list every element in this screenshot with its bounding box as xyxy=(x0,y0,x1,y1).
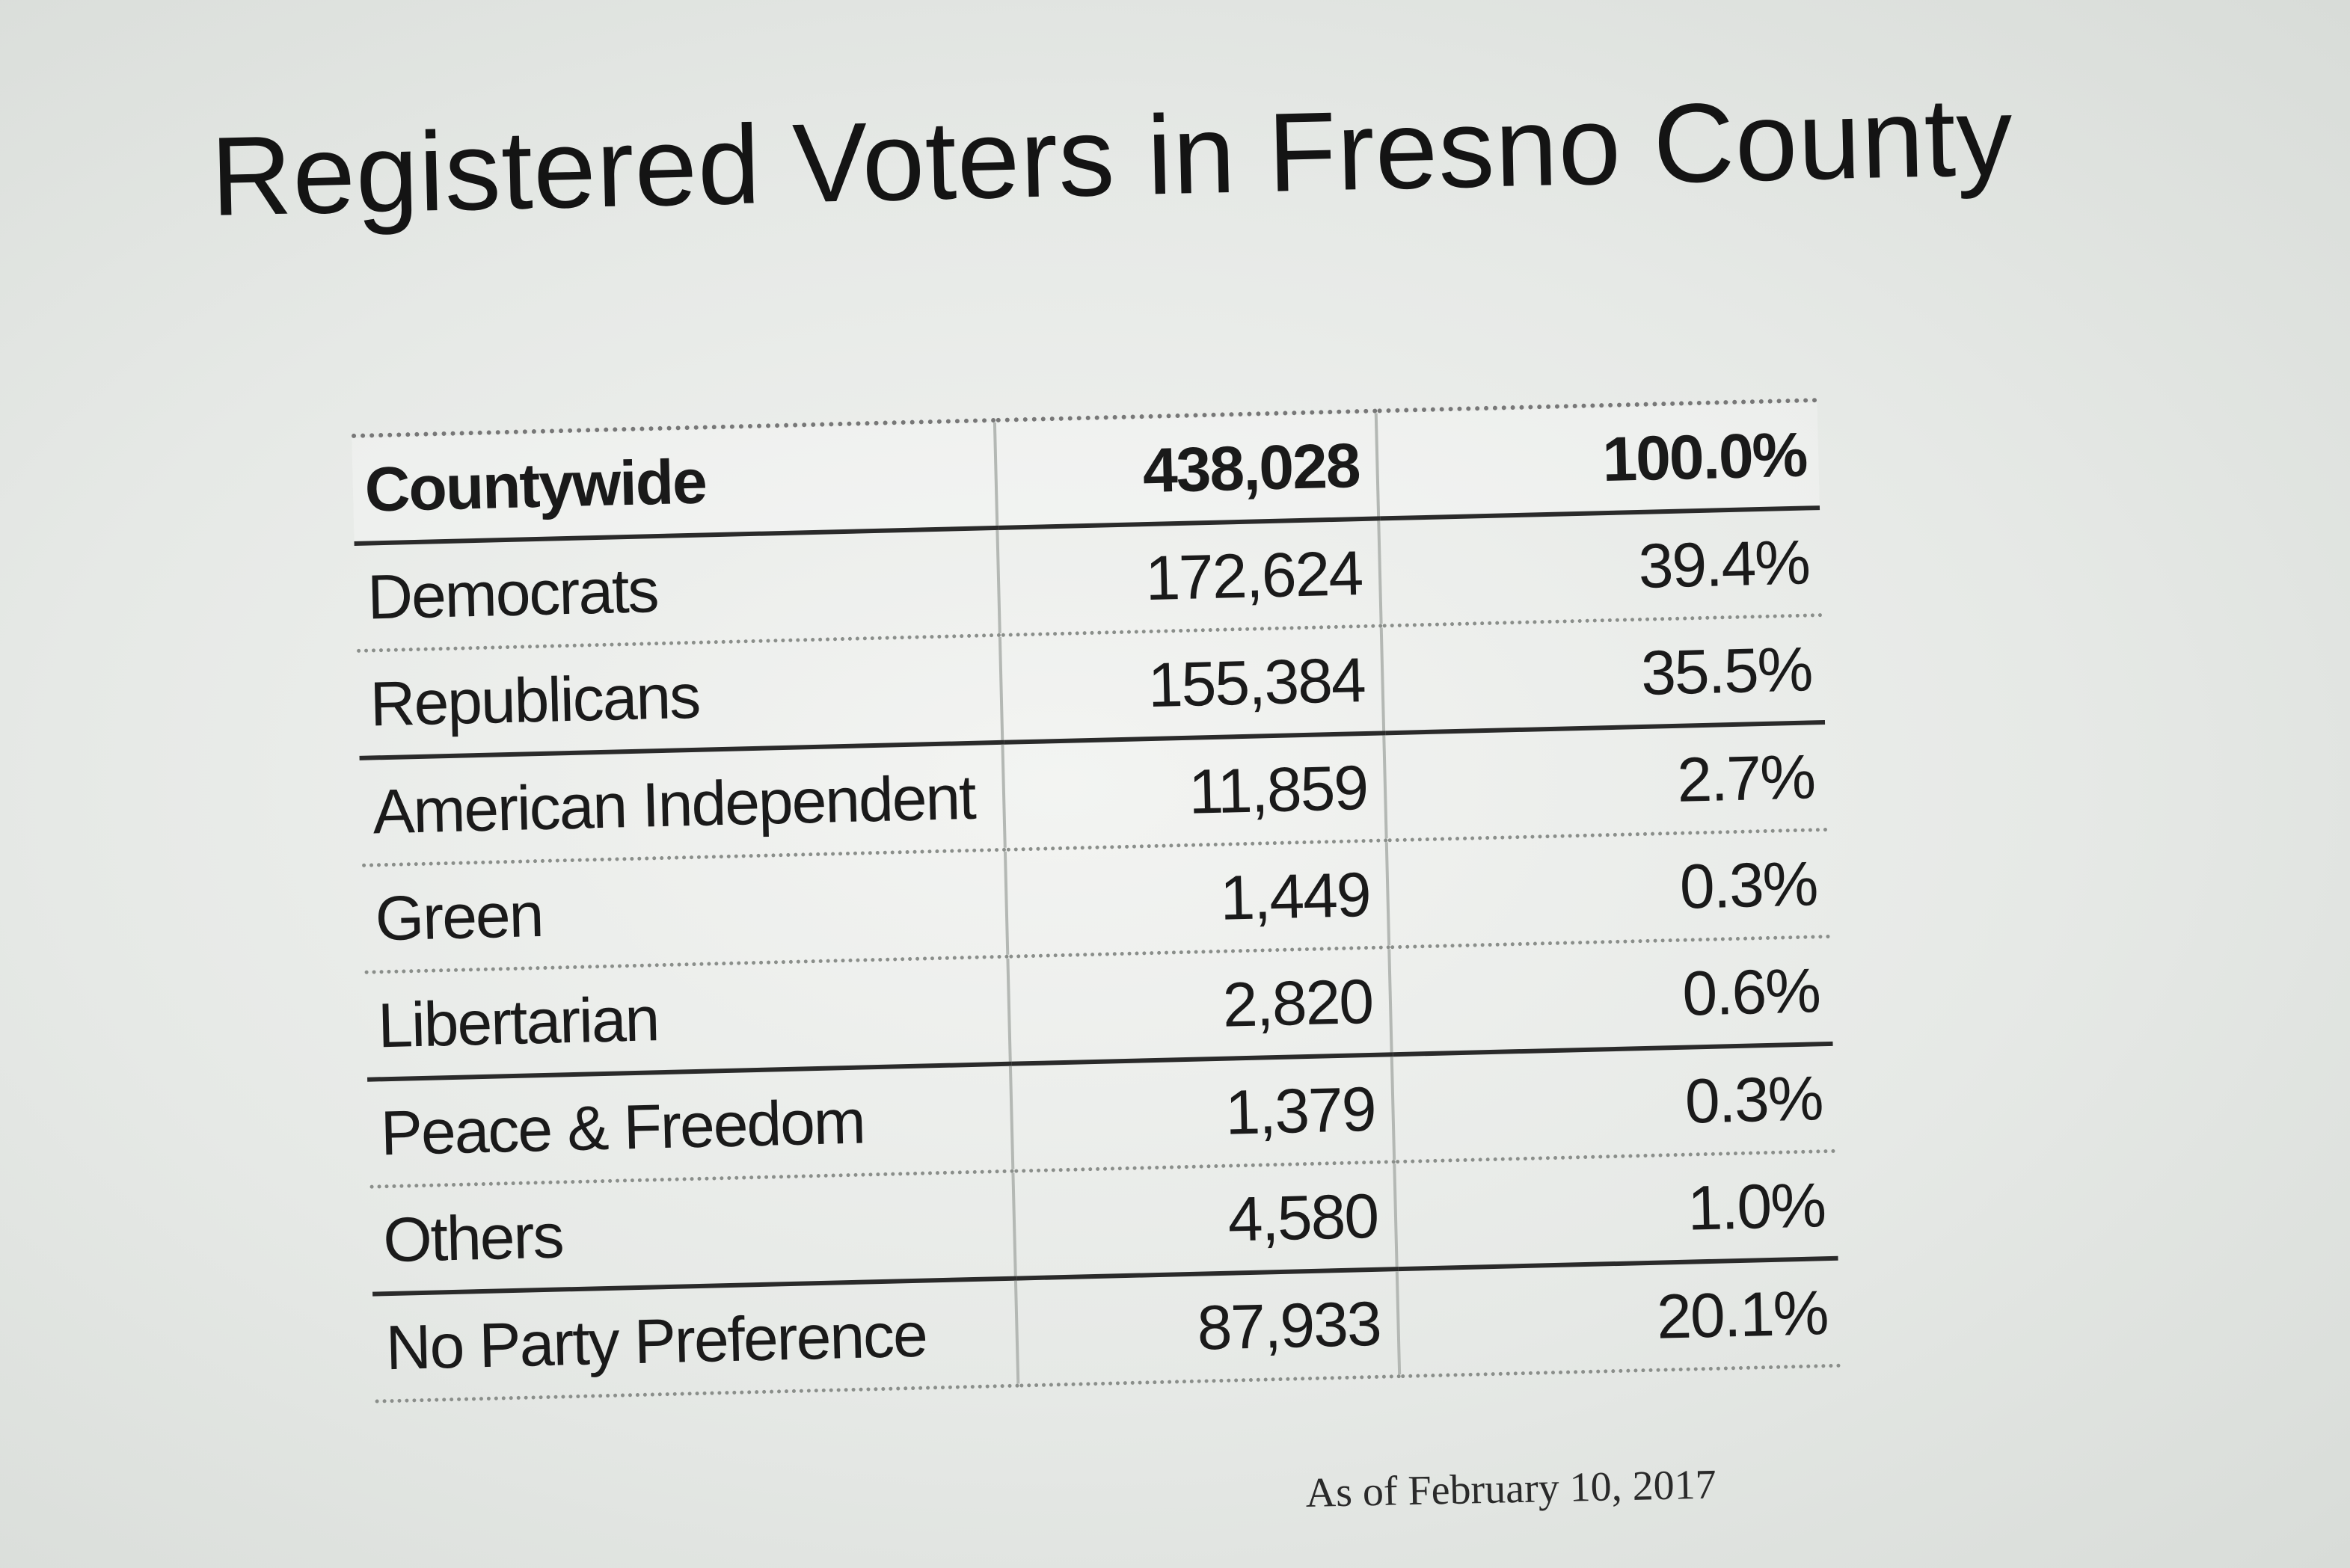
party-cell: Others xyxy=(369,1171,1016,1294)
count-cell: 4,580 xyxy=(1013,1161,1397,1279)
header-percent-cell: 100.0% xyxy=(1375,400,1820,519)
percent-cell: 20.1% xyxy=(1396,1258,1841,1377)
percent-cell: 0.3% xyxy=(1391,1043,1836,1162)
date-note: As of February 10, 2017 xyxy=(1305,1461,1717,1516)
percent-cell: 2.7% xyxy=(1384,722,1828,840)
party-cell: American Independent xyxy=(359,742,1005,866)
count-cell: 155,384 xyxy=(999,625,1384,743)
count-cell: 1,379 xyxy=(1010,1054,1395,1172)
party-cell: Green xyxy=(362,849,1008,973)
party-cell: Libertarian xyxy=(364,956,1010,1080)
percent-cell: 0.6% xyxy=(1389,936,1833,1055)
percent-cell: 39.4% xyxy=(1378,508,1823,626)
voter-table-container: Countywide 438,028 100.0% Democrats 172,… xyxy=(352,398,1841,1403)
party-cell: No Party Preference xyxy=(372,1278,1019,1402)
count-cell: 2,820 xyxy=(1007,947,1392,1064)
count-cell: 87,933 xyxy=(1015,1269,1400,1386)
header-party-cell: Countywide xyxy=(352,419,998,544)
count-cell: 1,449 xyxy=(1004,840,1390,957)
header-count-cell: 438,028 xyxy=(994,411,1379,528)
percent-cell: 35.5% xyxy=(1381,615,1826,734)
page-title: Registered Voters in Fresno County xyxy=(209,73,2015,239)
party-cell: Democrats xyxy=(354,527,1000,651)
party-cell: Peace & Freedom xyxy=(367,1063,1013,1187)
voter-table: Countywide 438,028 100.0% Democrats 172,… xyxy=(352,398,1841,1403)
percent-cell: 0.3% xyxy=(1386,829,1831,947)
party-cell: Republicans xyxy=(357,635,1003,758)
percent-cell: 1.0% xyxy=(1394,1151,1838,1270)
count-cell: 11,859 xyxy=(1002,733,1387,850)
count-cell: 172,624 xyxy=(997,518,1381,636)
